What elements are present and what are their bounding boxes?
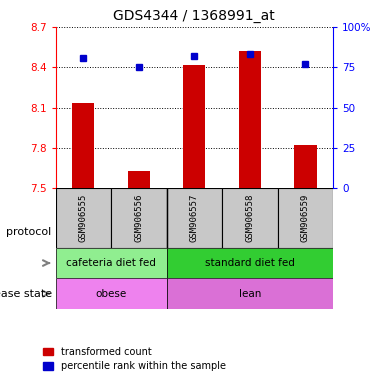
Text: GSM906555: GSM906555 bbox=[79, 194, 88, 242]
Bar bbox=[56, 248, 167, 278]
Text: lean: lean bbox=[239, 289, 261, 299]
Bar bbox=[111, 188, 167, 248]
Bar bbox=[222, 188, 278, 248]
Bar bbox=[167, 278, 333, 309]
Text: GSM906556: GSM906556 bbox=[134, 194, 143, 242]
Bar bbox=[56, 188, 111, 248]
Bar bbox=[278, 188, 333, 248]
Bar bbox=[294, 145, 316, 188]
Bar bbox=[128, 170, 150, 188]
Text: standard diet fed: standard diet fed bbox=[205, 258, 295, 268]
Bar bbox=[72, 103, 94, 188]
Bar bbox=[183, 65, 205, 188]
Text: GSM906559: GSM906559 bbox=[301, 194, 310, 242]
Text: disease state: disease state bbox=[0, 289, 52, 299]
Text: GSM906557: GSM906557 bbox=[190, 194, 199, 242]
Text: GSM906558: GSM906558 bbox=[246, 194, 254, 242]
Text: obese: obese bbox=[95, 289, 127, 299]
Text: cafeteria diet fed: cafeteria diet fed bbox=[66, 258, 156, 268]
Bar bbox=[167, 248, 333, 278]
Title: GDS4344 / 1368991_at: GDS4344 / 1368991_at bbox=[113, 9, 275, 23]
Legend: transformed count, percentile rank within the sample: transformed count, percentile rank withi… bbox=[43, 347, 226, 371]
Bar bbox=[56, 278, 167, 309]
Bar bbox=[239, 51, 261, 188]
Bar bbox=[167, 188, 222, 248]
Text: protocol: protocol bbox=[7, 227, 52, 237]
